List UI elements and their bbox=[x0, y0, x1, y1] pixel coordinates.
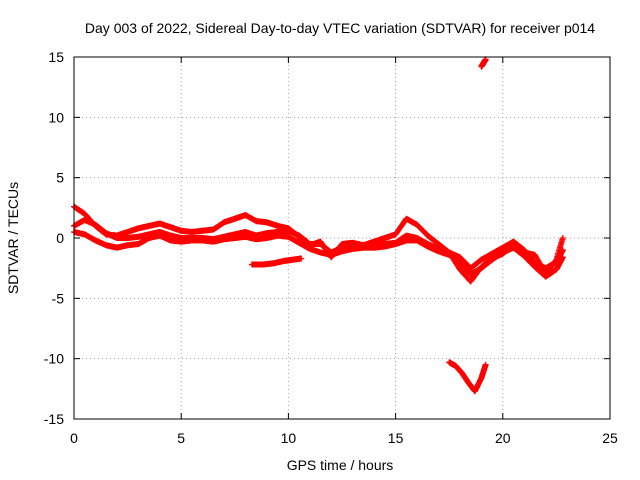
y-tick-label: 5 bbox=[56, 170, 64, 186]
y-tick-label: 10 bbox=[48, 109, 64, 125]
x-tick-label: 5 bbox=[177, 430, 185, 446]
x-tick-label: 20 bbox=[495, 430, 511, 446]
x-tick-label: 10 bbox=[281, 430, 297, 446]
data-point bbox=[559, 235, 566, 241]
series-track-d bbox=[248, 255, 305, 268]
x-tick-label: 15 bbox=[388, 430, 404, 446]
y-tick-label: 15 bbox=[48, 49, 64, 65]
x-tick-label: 25 bbox=[602, 430, 618, 446]
x-tick-label: 0 bbox=[70, 430, 78, 446]
series-track-f bbox=[478, 56, 489, 70]
y-tick-label: 0 bbox=[56, 230, 64, 246]
data-point bbox=[559, 254, 566, 261]
y-tick-label: -5 bbox=[52, 290, 65, 306]
chart-title: Day 003 of 2022, Sidereal Day-to-day VTE… bbox=[85, 20, 595, 36]
data-points bbox=[71, 56, 566, 395]
y-axis-label: SDTVAR / TECUs bbox=[5, 182, 21, 294]
x-axis-label: GPS time / hours bbox=[287, 457, 394, 473]
y-tick-label: -15 bbox=[44, 411, 64, 427]
series-track-c bbox=[71, 228, 566, 280]
ticks: 0 5 10 15 20 25 -15 -10 -5 0 5 10 15 bbox=[44, 49, 618, 446]
data-point bbox=[559, 247, 566, 254]
data-point bbox=[298, 255, 305, 262]
data-point bbox=[482, 361, 489, 368]
y-tick-label: -10 bbox=[44, 351, 64, 367]
series-track-e bbox=[446, 359, 489, 395]
